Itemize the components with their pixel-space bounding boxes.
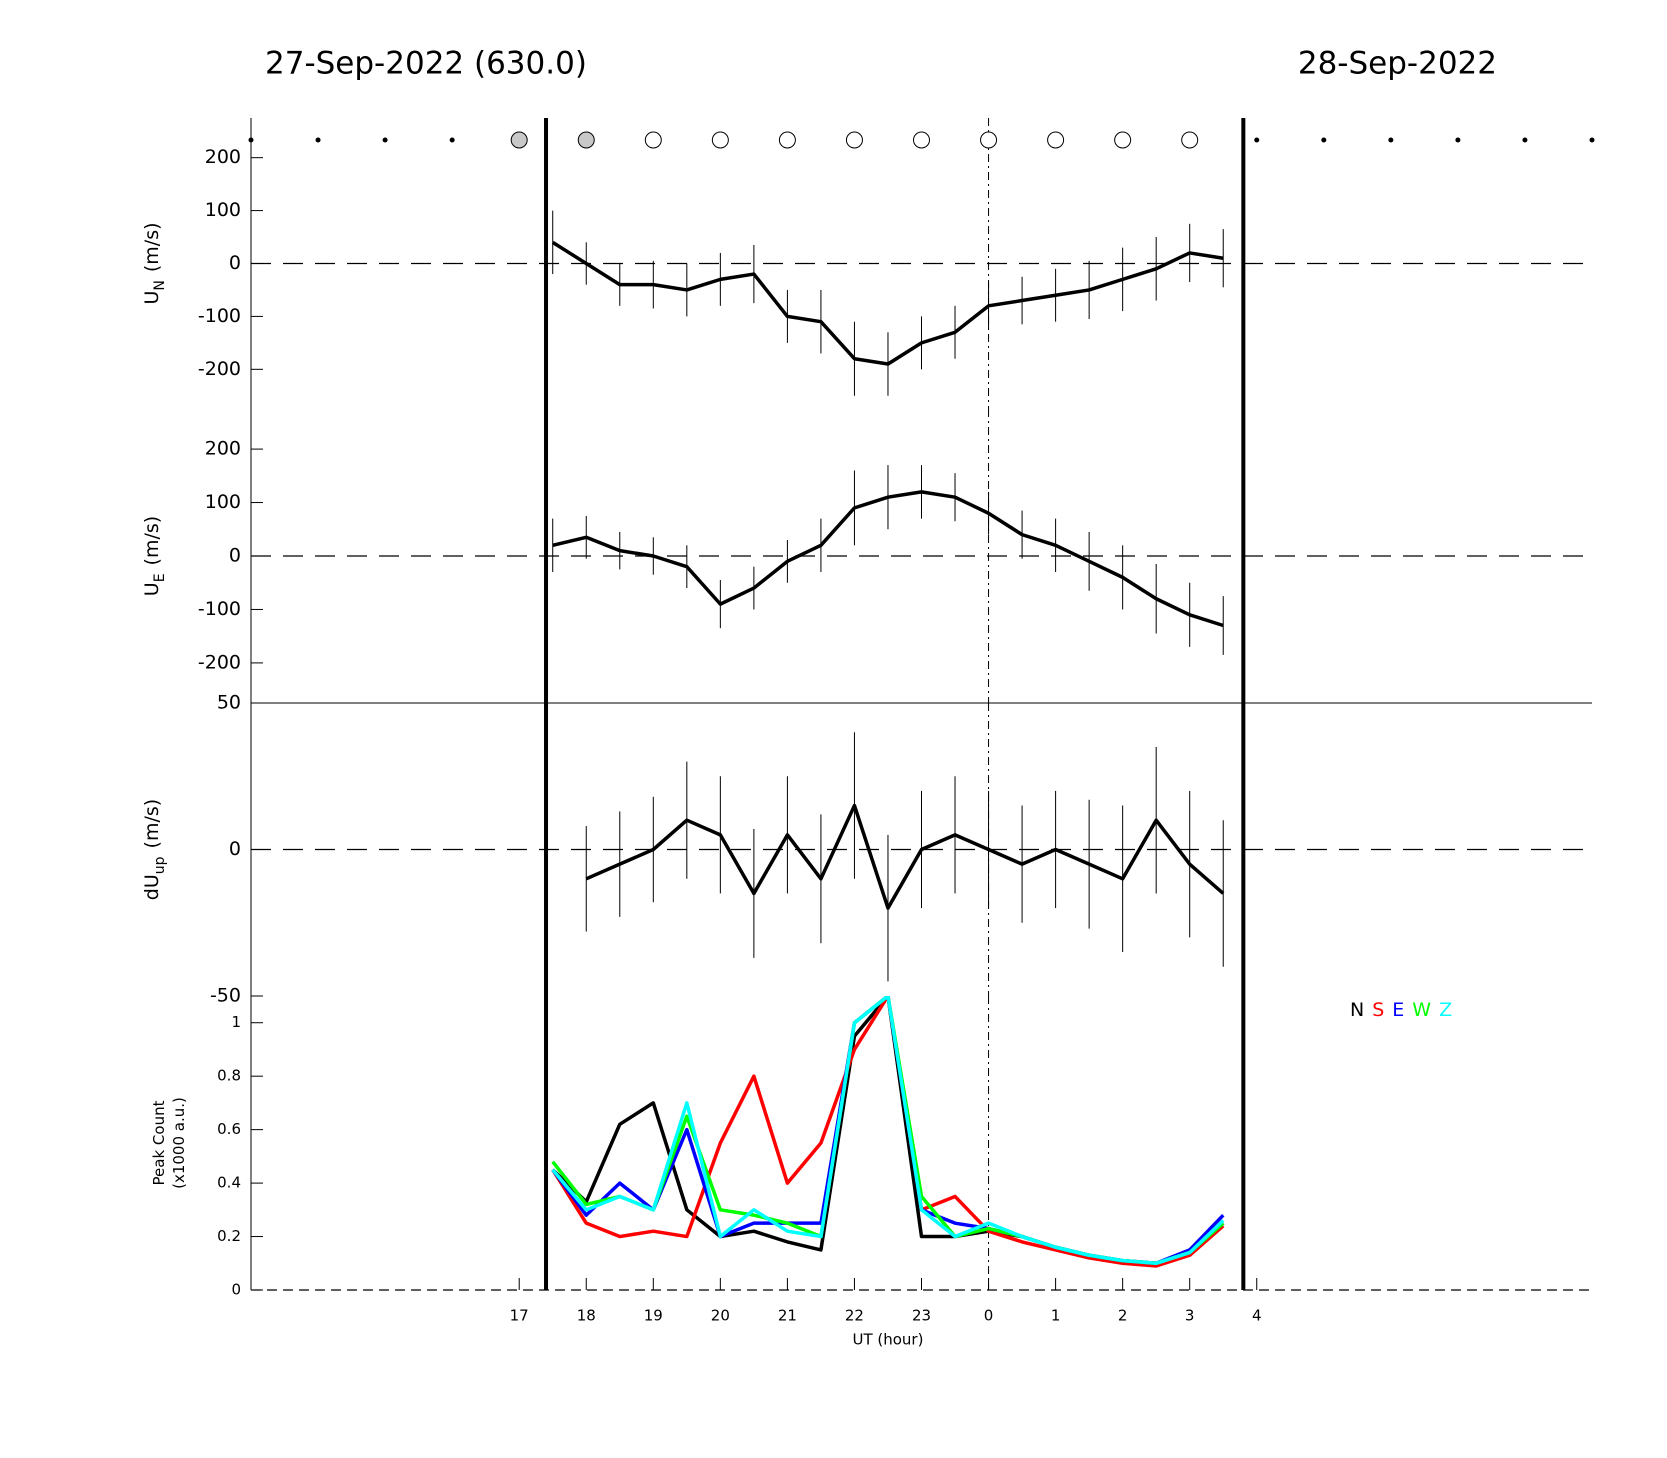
series-line	[585, 803, 1225, 910]
sky-marker	[845, 131, 863, 149]
sky-marker	[1254, 137, 1260, 143]
sky-marker	[711, 131, 729, 149]
y-label-main: U	[141, 582, 163, 596]
legend-entry: E	[1392, 999, 1404, 1021]
y-tick-label: 0	[229, 252, 241, 274]
y-tick-label: 0.2	[217, 1227, 241, 1245]
chart-title: 27-Sep-2022 (630.0)	[265, 46, 587, 82]
sky-marker	[1321, 137, 1327, 143]
sky-marker	[1522, 137, 1528, 143]
y-tick-label: 50	[217, 692, 241, 714]
y-tick-label: 0	[229, 838, 241, 860]
x-tick-label: 0	[984, 1307, 994, 1325]
legend-entry: N	[1350, 999, 1364, 1021]
y-axis-label: UE (m/s)	[141, 516, 169, 596]
series-line	[551, 996, 1225, 1266]
x-tick-label: 1	[1051, 1307, 1061, 1325]
sky-marker	[248, 137, 254, 143]
y-label-unit: (m/s)	[141, 799, 163, 849]
chart-subtitle: 28-Sep-2022	[1298, 46, 1497, 82]
x-tick-label: 23	[912, 1307, 931, 1325]
y-axis-label: dUup (m/s)	[141, 799, 169, 900]
sky-marker	[577, 131, 595, 149]
sky-marker	[315, 137, 321, 143]
sky-marker	[510, 131, 528, 149]
y-label-unit: (m/s)	[141, 516, 163, 566]
y-label-unit: (m/s)	[141, 222, 163, 272]
x-tick-label: 20	[711, 1307, 730, 1325]
series-line	[551, 240, 1224, 366]
y-label-sub: N	[152, 280, 168, 290]
y-label-sub: E	[152, 573, 168, 582]
plot-area	[551, 210, 1224, 396]
x-axis-label: UT (hour)	[852, 1331, 923, 1349]
plot-area	[585, 732, 1225, 982]
series-line	[551, 996, 1225, 1266]
sky-marker	[1589, 137, 1595, 143]
sky-marker	[1388, 137, 1394, 143]
y-tick-label: 200	[205, 146, 241, 168]
y-tick-label: 0.6	[217, 1120, 241, 1138]
series-line	[551, 996, 1225, 1268]
sky-marker	[644, 131, 662, 149]
y-label-main: U	[141, 291, 163, 305]
y-label-main: dU	[141, 874, 163, 900]
y-tick-label: -200	[198, 358, 241, 380]
x-tick-label: 22	[845, 1307, 864, 1325]
y-tick-label: 1	[231, 1013, 241, 1031]
series-line	[551, 996, 1225, 1266]
y-tick-label: 100	[205, 199, 241, 221]
y-tick-label: -100	[198, 598, 241, 620]
legend-entry: S	[1372, 999, 1384, 1021]
x-tick-label: 3	[1185, 1307, 1195, 1325]
y-tick-label: -50	[210, 985, 241, 1007]
y-label-main: Peak Count	[150, 1100, 168, 1185]
y-tick-label: 0	[229, 545, 241, 567]
x-tick-label: 19	[644, 1307, 663, 1325]
sky-marker	[382, 137, 388, 143]
legend-entry: Z	[1439, 999, 1452, 1021]
sky-marker	[1455, 137, 1461, 143]
y-tick-label: -200	[198, 651, 241, 673]
y-label-unit: (x1000 a.u.)	[170, 1097, 188, 1189]
y-tick-label: 0.8	[217, 1067, 241, 1085]
x-tick-label: 17	[510, 1307, 529, 1325]
x-tick-label: 2	[1118, 1307, 1128, 1325]
y-axis-label: UN (m/s)	[141, 222, 169, 304]
series-line	[552, 490, 1224, 628]
series-line	[551, 996, 1225, 1266]
y-tick-label: 0	[231, 1281, 241, 1299]
x-tick-label: 18	[577, 1307, 596, 1325]
plot-area	[552, 465, 1224, 655]
plot-area	[551, 996, 1225, 1268]
sky-marker	[778, 131, 796, 149]
y-axis-label: Peak Count (x1000 a.u.)	[150, 1097, 188, 1189]
y-tick-label: 0.4	[217, 1174, 241, 1192]
sky-marker	[449, 137, 455, 143]
sky-marker	[913, 131, 930, 149]
sky-marker	[980, 131, 998, 149]
sky-marker	[1047, 131, 1065, 149]
y-label-sub: up	[152, 856, 168, 874]
sky-marker	[1114, 131, 1132, 149]
x-tick-label: 21	[778, 1307, 797, 1325]
legend-entry: W	[1412, 999, 1431, 1021]
y-tick-label: 100	[205, 491, 241, 513]
y-tick-label: -100	[198, 305, 241, 327]
x-tick-label: 4	[1252, 1307, 1262, 1325]
sky-marker	[1181, 131, 1199, 149]
y-tick-label: 200	[205, 438, 241, 460]
